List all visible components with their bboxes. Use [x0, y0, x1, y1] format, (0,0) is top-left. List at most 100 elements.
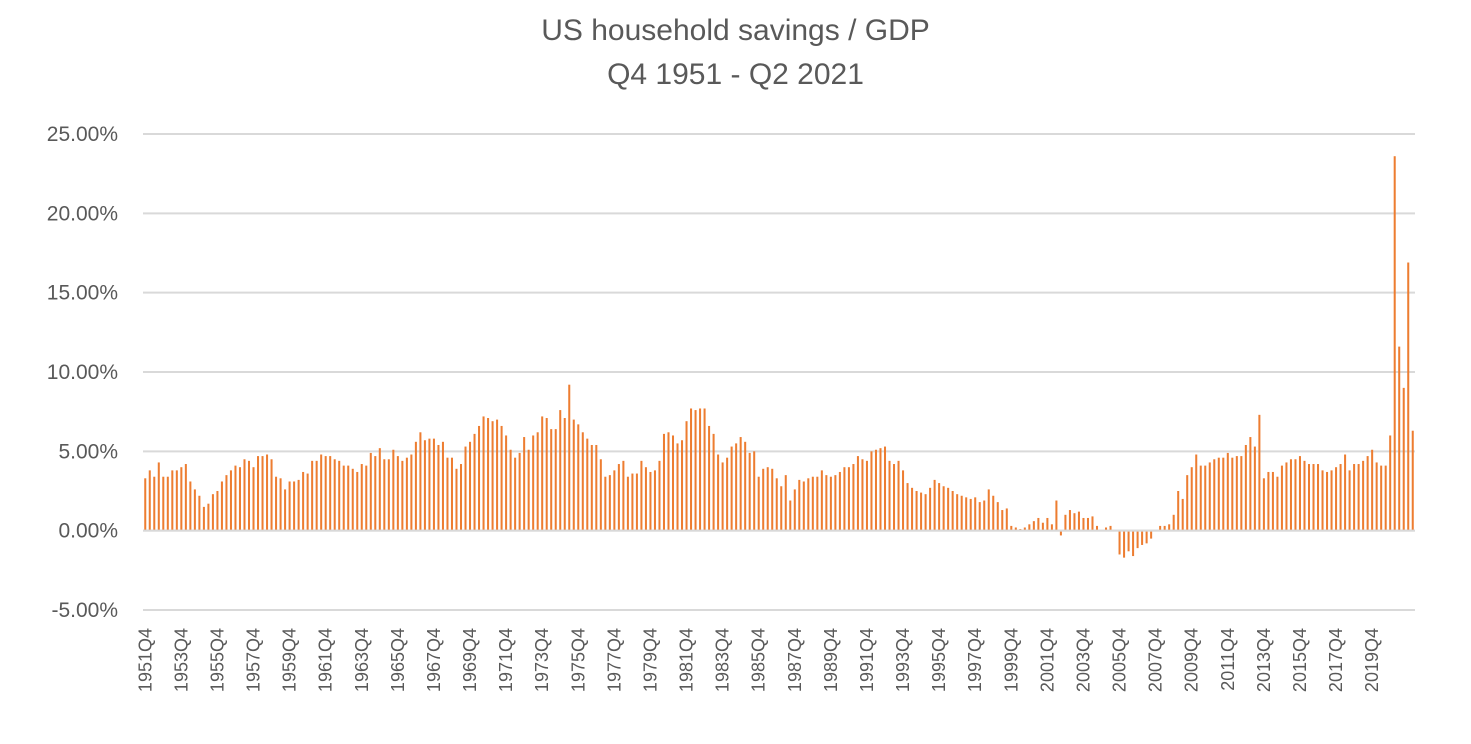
bar: [198, 495, 201, 531]
bar: [1280, 465, 1283, 531]
y-tick-label: 25.00%: [47, 123, 118, 146]
bar: [1335, 467, 1338, 531]
bar: [856, 456, 859, 531]
bar: [1258, 414, 1261, 531]
bar: [189, 481, 192, 531]
bar: [536, 432, 539, 531]
bar: [1050, 524, 1053, 531]
bar: [1195, 454, 1198, 531]
bar: [550, 429, 553, 531]
x-tick-label: 2005Q4: [1110, 628, 1130, 692]
bar: [405, 457, 408, 531]
bar: [446, 457, 449, 531]
bar: [518, 452, 521, 531]
y-tick-label: 15.00%: [47, 282, 118, 305]
bar: [685, 421, 688, 531]
bar: [257, 456, 260, 531]
bar: [378, 448, 381, 531]
bar: [487, 418, 490, 531]
bar: [757, 476, 760, 531]
bar: [455, 468, 458, 531]
bar: [1077, 511, 1080, 531]
x-tick-label: 1959Q4: [280, 628, 300, 692]
bar: [911, 487, 914, 531]
bar: [1159, 525, 1162, 531]
bar: [297, 479, 300, 531]
bar: [369, 452, 372, 531]
bar: [640, 460, 643, 531]
bar: [333, 459, 336, 531]
bar: [166, 476, 169, 531]
x-tick-label: 1955Q4: [207, 628, 227, 692]
bar: [365, 465, 368, 531]
bar: [342, 465, 345, 531]
bar: [676, 443, 679, 531]
bar: [469, 441, 472, 531]
bar: [392, 449, 395, 531]
bar: [1240, 456, 1243, 531]
bar: [306, 473, 309, 531]
bar: [1267, 471, 1270, 531]
bar: [1262, 478, 1265, 531]
bar: [883, 446, 887, 531]
bar: [807, 478, 810, 531]
x-tick-label: 1967Q4: [424, 628, 444, 692]
bar: [1298, 456, 1301, 531]
bar: [1344, 454, 1347, 531]
bar: [482, 416, 485, 531]
bar: [581, 432, 584, 531]
bar: [1010, 525, 1013, 531]
bar: [897, 460, 900, 531]
bar: [184, 464, 187, 531]
x-axis-ticks: 1951Q4 1953Q4 1955Q4 1957Q4 1959Q4 1961Q4 1963…: [135, 628, 1382, 692]
bar: [162, 476, 165, 531]
bar: [658, 460, 661, 531]
bar: [649, 471, 652, 531]
bar: [175, 470, 178, 531]
bar: [1082, 517, 1085, 531]
bar: [311, 460, 314, 531]
bar: [144, 478, 147, 531]
bar: [225, 475, 228, 531]
bar: [1330, 470, 1333, 531]
bar: [238, 467, 241, 531]
bar: [1091, 516, 1094, 531]
bar: [613, 470, 616, 531]
bar: [157, 462, 160, 531]
bar: [1141, 530, 1144, 545]
bar: [825, 475, 828, 531]
bar: [1357, 464, 1360, 531]
bar: [766, 467, 769, 531]
x-tick-label: 2015Q4: [1290, 628, 1310, 692]
bar: [965, 497, 968, 531]
bar: [1095, 525, 1099, 531]
bar: [1303, 460, 1306, 531]
bar: [1172, 514, 1175, 531]
bar: [220, 481, 223, 531]
bar: [1371, 449, 1374, 531]
bar: [1231, 457, 1234, 531]
bar: [387, 459, 390, 531]
bar: [356, 471, 359, 531]
bar: [1384, 465, 1387, 531]
bar: [261, 456, 264, 531]
x-tick-label: 1989Q4: [821, 628, 841, 692]
bar: [690, 408, 693, 531]
bar: [956, 494, 959, 531]
bar: [423, 440, 426, 531]
bar: [811, 476, 814, 531]
bar: [302, 471, 305, 531]
bar: [608, 475, 611, 531]
bar: [500, 425, 503, 531]
bar: [1398, 346, 1401, 531]
chart-subtitle: Q4 1951 - Q2 2021: [607, 58, 864, 91]
bar: [816, 476, 819, 531]
bar: [847, 467, 850, 531]
y-tick-label: 5.00%: [58, 440, 118, 463]
bar: [735, 443, 738, 531]
bar: [861, 459, 864, 531]
bar: [667, 432, 670, 531]
bar: [568, 384, 571, 531]
x-tick-label: 2013Q4: [1254, 628, 1274, 692]
